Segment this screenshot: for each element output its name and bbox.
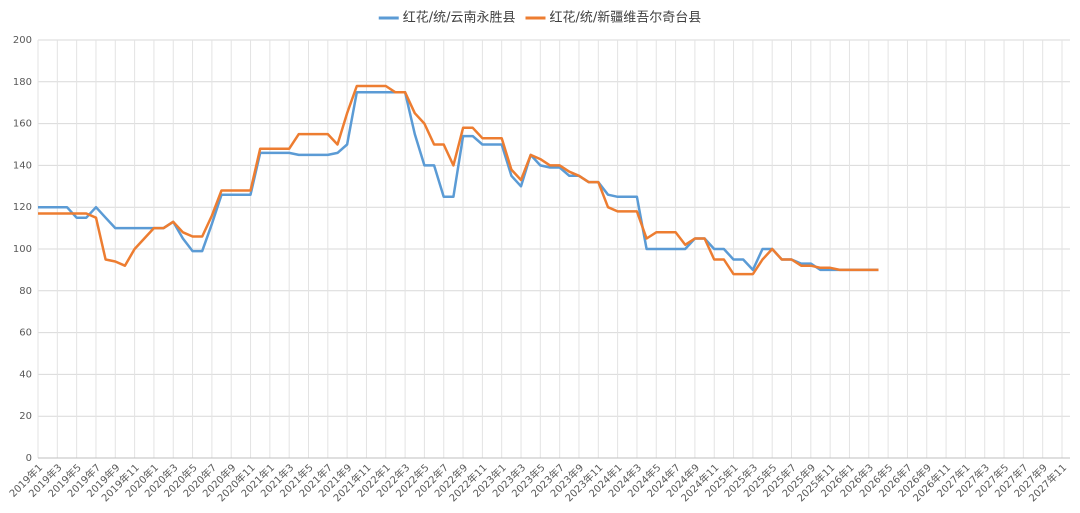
series-line [38, 91, 879, 272]
y-tick-label: 60 [19, 328, 32, 339]
y-tick-label: 180 [13, 77, 32, 88]
y-tick-label: 160 [13, 119, 32, 130]
y-tick-label: 100 [13, 244, 32, 255]
y-tick-label: 20 [19, 411, 32, 422]
legend-label: 红花/统/新疆维吾尔奇台县 [550, 10, 702, 26]
y-tick-label: 80 [19, 286, 32, 297]
y-tick-label: 140 [13, 160, 32, 171]
legend-label: 红花/统/云南永胜县 [403, 10, 516, 26]
series-line [38, 84, 879, 276]
y-tick-label: 0 [26, 453, 32, 464]
y-tick-label: 200 [13, 35, 32, 46]
y-tick-label: 120 [13, 202, 32, 213]
y-tick-label: 40 [19, 369, 32, 380]
